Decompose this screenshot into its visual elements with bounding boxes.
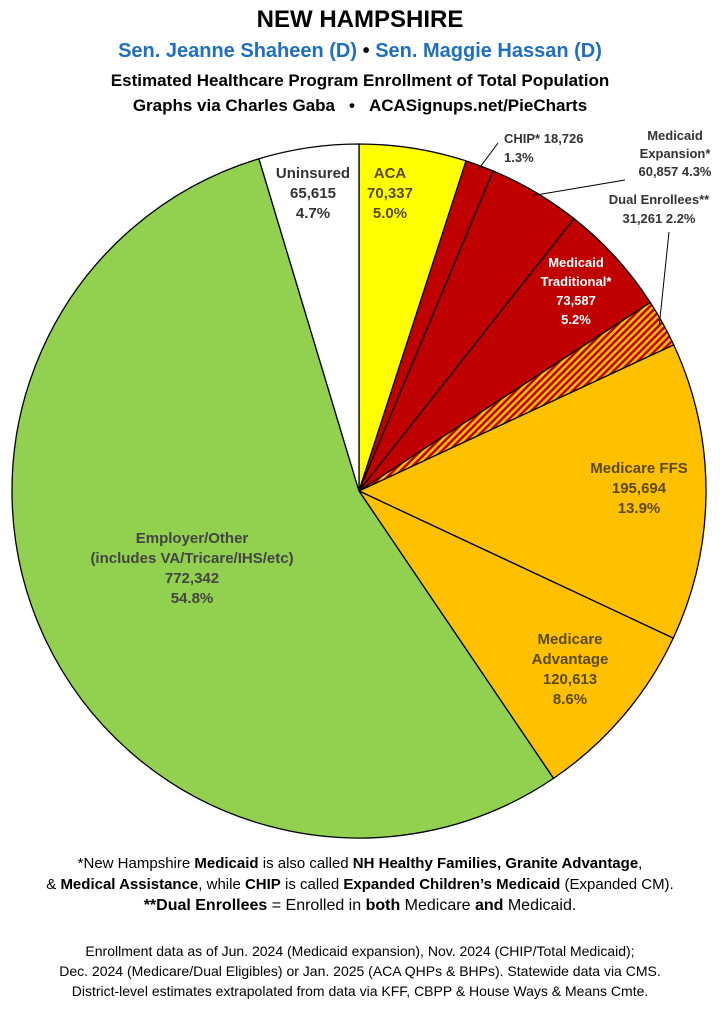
footnote-text: = Enrolled in	[267, 897, 366, 914]
slice-label-line: 195,694	[612, 480, 667, 497]
footnote-bold: Medicaid	[194, 855, 259, 872]
pie-slice-medicare-advantage	[357, 489, 675, 780]
slice-label-line: CHIP* 18,726	[504, 131, 584, 146]
slice-label-line: 5.2%	[561, 312, 591, 327]
slice-label-line: Expansion*	[640, 146, 712, 161]
footnotes: *New Hampshire Medicaid is also called N…	[0, 853, 720, 916]
slice-label-line: 73,587	[556, 293, 596, 308]
slice-label-line: 13.9%	[618, 500, 661, 517]
slice-labels: ACA 70,337 5.0% Uninsured 65,615 4.7% Medicaid…	[90, 128, 712, 708]
credit-author: Graphs via Charles Gaba	[132, 96, 336, 115]
pie-slices	[11, 143, 707, 839]
pie-slice-employer-other-includes-va-tricare-ihs-etc	[11, 157, 555, 839]
slice-label-line: Medicare FFS	[590, 460, 688, 477]
chart-title: NEW HAMPSHIRE	[256, 6, 464, 33]
pie-chart: ACA 70,337 5.0% Uninsured 65,615 4.7% Medicaid…	[11, 128, 712, 839]
slice-label-line: Employer/Other	[136, 530, 249, 547]
footnote-text: Medicaid.	[503, 897, 577, 914]
footnote-bold: Expanded Children’s Medicaid	[343, 876, 561, 893]
source-line-3: District-level estimates extrapolated fr…	[71, 983, 649, 999]
footnote-bold: NH Healthy Families, Granite Advantage	[352, 855, 639, 872]
slice-label-chip: CHIP* 18,726 1.3%	[504, 131, 584, 165]
senator-shaheen: Sen. Jeanne Shaheen (D)	[118, 40, 358, 62]
pie-slice-medicare-ffs	[357, 343, 707, 640]
slice-label-line: 1.3%	[504, 150, 534, 165]
slice-label-uninsured: Uninsured 65,615 4.7%	[276, 165, 350, 222]
slice-label-line: 5.0%	[373, 205, 407, 222]
slice-label-advantage: Medicare Advantage 120,613 8.6%	[532, 631, 609, 708]
slice-label-line: Medicare	[537, 631, 602, 648]
slice-label-line: 54.8%	[171, 590, 214, 607]
footnote-line-2: & Medical Assistance, while CHIP is call…	[0, 874, 720, 895]
footnote-text: , while	[198, 876, 245, 893]
footnote-line-3: **Dual Enrollees = Enrolled in both Medi…	[0, 895, 720, 916]
slice-label-line: Advantage	[532, 651, 609, 668]
slice-label-line: Traditional*	[541, 274, 613, 289]
leader-line-dual	[658, 231, 670, 326]
credit-separator: •	[349, 96, 355, 115]
slice-label-aca: ACA 70,337 5.0%	[367, 165, 413, 222]
footnote-text: is called	[280, 876, 344, 893]
slice-label-line: 31,261 2.2%	[622, 211, 695, 226]
footnote-bold: Medical Assistance	[60, 876, 199, 893]
footnote-text: *New Hampshire	[77, 855, 195, 872]
slice-label-line: Medicaid	[647, 128, 703, 143]
footnote-bold: and	[474, 897, 504, 914]
footnote-text: (Expanded CM).	[560, 876, 674, 893]
slice-label-line: (includes VA/Tricare/IHS/etc)	[90, 550, 293, 567]
slice-label-line: ACA	[374, 165, 407, 182]
leader-line-expansion	[533, 179, 626, 197]
slice-label-line: 8.6%	[553, 691, 587, 708]
bullet-separator: •	[362, 40, 370, 62]
source-line-1: Enrollment data as of Jun. 2024 (Medicai…	[85, 943, 635, 959]
data-sources: Enrollment data as of Jun. 2024 (Medicai…	[0, 941, 720, 1001]
senator-hassan: Sen. Maggie Hassan (D)	[375, 40, 602, 62]
slice-label-line: 4.7%	[296, 205, 330, 222]
credit-site: ACASignups.net/PieCharts	[368, 96, 588, 115]
footnote-bold: both	[365, 897, 401, 914]
leader-line-chip	[477, 142, 499, 170]
chart-subtitle: Estimated Healthcare Program Enrollment …	[110, 71, 610, 90]
footnote-line-1: *New Hampshire Medicaid is also called N…	[0, 853, 720, 874]
footnote-bold: CHIP	[244, 876, 281, 893]
slice-label-employer: Employer/Other (includes VA/Tricare/IHS/e…	[90, 530, 293, 607]
slice-label-expansion: Medicaid Expansion* 60,857 4.3%	[638, 128, 711, 179]
slice-label-line: 70,337	[367, 185, 413, 202]
footnote-text: ,	[638, 855, 643, 872]
slice-label-line: 120,613	[543, 671, 597, 688]
source-line-2: Dec. 2024 (Medicare/Dual Eligibles) or J…	[59, 963, 661, 979]
slice-label-line: Dual Enrollees**	[609, 192, 710, 207]
slice-label-line: Uninsured	[276, 165, 350, 182]
credits-line: Graphs via Charles Gaba • ACASignups.net/P…	[0, 96, 720, 116]
footnote-text: &	[46, 876, 61, 893]
slice-label-ffs: Medicare FFS 195,694 13.9%	[590, 460, 688, 517]
footnote-text: Medicare	[400, 897, 475, 914]
leader-lines	[477, 142, 670, 326]
footnote-text: is also called	[258, 855, 353, 872]
slice-label-line: 60,857 4.3%	[638, 164, 711, 179]
footnote-bold: **Dual Enrollees	[143, 897, 268, 914]
pie-slice-uninsured	[258, 143, 360, 492]
slice-label-traditional: Medicaid Traditional* 73,587 5.2%	[541, 255, 613, 327]
slice-label-line: 772,342	[165, 570, 219, 587]
slice-label-line: Medicaid	[548, 255, 604, 270]
slice-label-line: 65,615	[290, 185, 336, 202]
senators-line: Sen. Jeanne Shaheen (D) • Sen. Maggie Ha…	[0, 40, 720, 63]
slice-label-dual: Dual Enrollees** 31,261 2.2%	[609, 192, 710, 226]
